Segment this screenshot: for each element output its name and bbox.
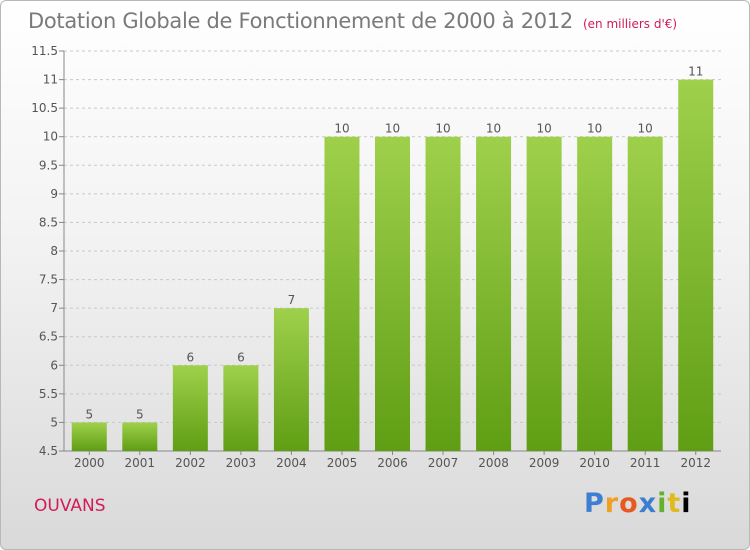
- bar: [425, 136, 461, 451]
- y-tick-label: 9: [50, 187, 58, 201]
- bar-value-label: 10: [385, 122, 400, 136]
- bars: [71, 79, 714, 452]
- proxiti-logo[interactable]: Proxiti: [584, 488, 694, 526]
- chart-title-text: Dotation Globale de Fonctionnement de 20…: [28, 9, 573, 33]
- bar-value-label: 10: [638, 122, 653, 136]
- bar: [375, 136, 410, 451]
- y-tick-label: 8.5: [39, 215, 58, 229]
- bar-value-label: 5: [136, 407, 144, 421]
- data-labels: 5 5 6 6 7 10 10 10 10 10 10 10 11: [85, 65, 703, 422]
- bar: [526, 136, 562, 451]
- x-tick-labels: 2000 2001 2002 2003 2004 2005 2006 2007 2008 2009…: [74, 456, 711, 470]
- bar-value-label: 5: [85, 407, 93, 421]
- x-tick-label: 2008: [478, 456, 509, 470]
- x-tick-label: 2009: [529, 456, 560, 470]
- y-tick-label: 5: [50, 415, 58, 429]
- bar: [577, 136, 613, 451]
- y-tick-label: 7: [50, 301, 58, 315]
- y-tick-label: 6.5: [39, 330, 58, 344]
- bar: [223, 365, 259, 451]
- logo-letter: r: [604, 488, 620, 519]
- bar-value-label: 10: [334, 122, 349, 136]
- bar: [273, 308, 309, 451]
- logo-letter: t: [667, 488, 682, 519]
- x-tick-label: 2010: [579, 456, 610, 470]
- logo-letter: o: [619, 488, 639, 519]
- y-tick-label: 11: [43, 73, 58, 87]
- logo-letter: P: [584, 488, 605, 519]
- x-tick-label: 2001: [125, 456, 156, 470]
- chart-subtitle: (en milliers d'€): [582, 17, 678, 31]
- x-tick-label: 2006: [377, 456, 408, 470]
- y-tick-label: 8: [50, 244, 58, 258]
- y-tick-label: 5.5: [39, 387, 58, 401]
- bar-value-label: 10: [536, 122, 551, 136]
- bar-value-label: 10: [435, 122, 450, 136]
- chart-title: Dotation Globale de Fonctionnement de 20…: [28, 9, 728, 39]
- bar-value-label: 7: [288, 293, 296, 307]
- y-tick-label: 6: [50, 358, 58, 372]
- bar: [476, 136, 512, 451]
- bar: [122, 422, 158, 451]
- y-tick-label: 10: [43, 130, 58, 144]
- logo-letter: i: [657, 488, 668, 519]
- bar-value-label: 6: [237, 350, 245, 364]
- y-tick-label: 11.5: [31, 44, 58, 58]
- bar: [324, 136, 360, 451]
- logo-letter: x: [638, 488, 658, 519]
- x-tick-label: 2012: [680, 456, 711, 470]
- x-tick-label: 2004: [276, 456, 307, 470]
- x-tick-label: 2002: [175, 456, 206, 470]
- bar: [627, 136, 663, 451]
- y-tick-label: 7.5: [39, 273, 58, 287]
- x-tick-label: 2000: [74, 456, 105, 470]
- bar-value-label: 11: [688, 65, 703, 79]
- x-tick-label: 2005: [327, 456, 358, 470]
- bar-value-label: 10: [486, 122, 501, 136]
- x-tick-label: 2011: [630, 456, 661, 470]
- y-tick-label: 9.5: [39, 158, 58, 172]
- y-tick-label: 4.5: [39, 444, 58, 458]
- x-tick-label: 2007: [428, 456, 459, 470]
- bar-value-label: 10: [587, 122, 602, 136]
- bar-value-label: 6: [187, 350, 195, 364]
- x-tick-label: 2003: [226, 456, 257, 470]
- bar: [71, 422, 107, 451]
- y-tick-labels: 4.5 5 5.5 6 6.5 7 7.5 8 8.5 9 9.5 10 10.5 11 11.5: [31, 44, 58, 458]
- bar: [678, 79, 714, 452]
- logo-letter: i: [681, 488, 692, 519]
- bar: [172, 365, 208, 451]
- y-tick-label: 10.5: [31, 101, 58, 115]
- commune-name: OUVANS: [34, 496, 106, 516]
